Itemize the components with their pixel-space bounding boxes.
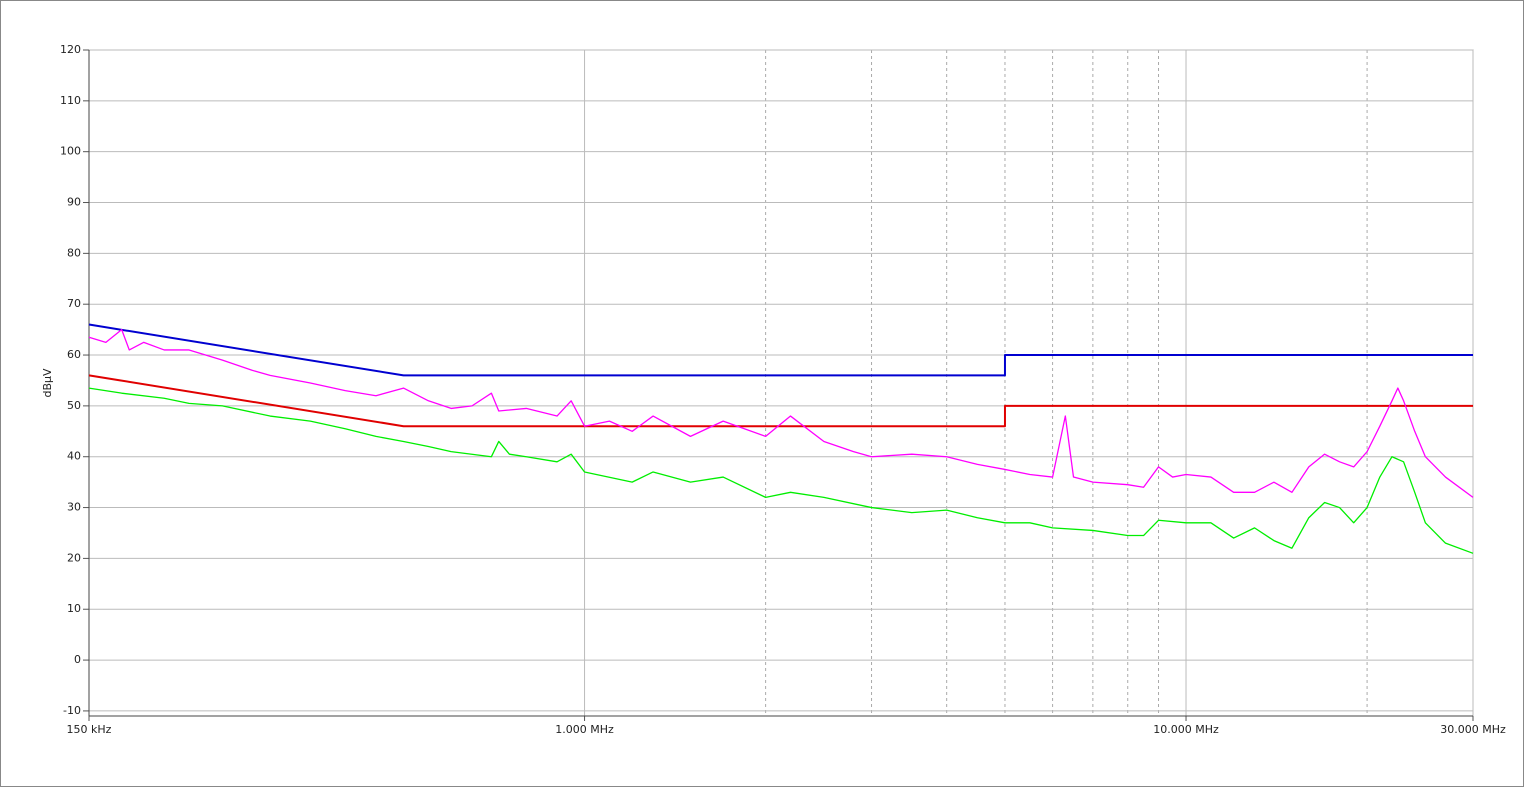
y-tick-label: 40 — [67, 450, 81, 463]
y-tick-label: 20 — [67, 551, 81, 564]
y-tick-label: 70 — [67, 297, 81, 310]
y-tick-label: 90 — [67, 196, 81, 209]
y-tick-label: 60 — [67, 348, 81, 361]
y-tick-label: 0 — [74, 653, 81, 666]
series-line — [88, 387, 1474, 554]
y-tick-label: 50 — [67, 399, 81, 412]
series-line — [88, 323, 1473, 377]
y-tick-label: 110 — [60, 94, 81, 107]
x-tick-label: 150 kHz — [67, 723, 112, 736]
y-tick-label: 120 — [60, 43, 81, 56]
y-tick-label: 80 — [67, 246, 81, 259]
plot-area — [88, 49, 1474, 717]
series-line — [88, 328, 1474, 498]
x-tick-label: 10.000 MHz — [1153, 723, 1219, 736]
y-tick-label: 30 — [67, 501, 81, 514]
x-tick-label: 1.000 MHz — [555, 723, 614, 736]
y-tick-label: 100 — [60, 145, 81, 158]
x-tick-label: 30.000 MHz — [1440, 723, 1506, 736]
y-axis-label: dBµV — [41, 368, 54, 398]
series-line — [88, 374, 1473, 428]
y-tick-label: -10 — [63, 704, 81, 717]
y-tick-label: 10 — [67, 602, 81, 615]
